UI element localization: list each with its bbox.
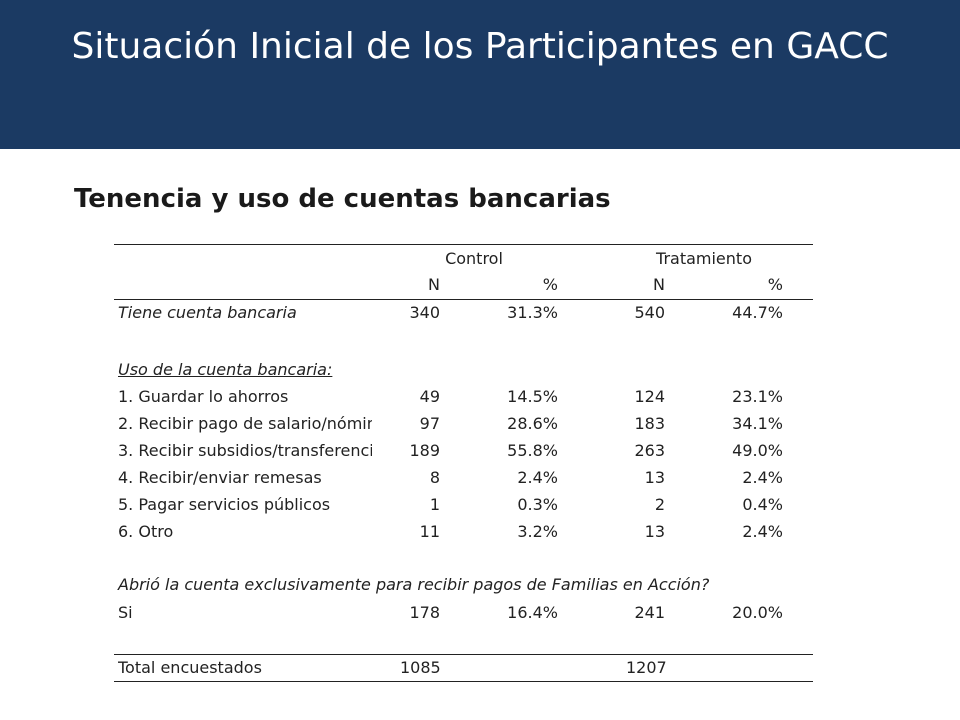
row-label-use-6: 6. Otro <box>118 523 174 541</box>
cell-control-n: 1 <box>429 495 440 514</box>
row-label-use-2: 2. Recibir pago de salario/nómina <box>118 415 372 433</box>
account-usage-table: Control Tratamiento N % N % Tiene cuenta… <box>114 244 813 682</box>
cell-treatment-pct: 20.0% <box>732 603 783 622</box>
cell-control-pct: 2.4% <box>517 468 558 487</box>
cell-treatment-n: 13 <box>644 522 665 541</box>
cell-treatment-n: 241 <box>634 603 665 622</box>
cell-treatment-pct: 0.4% <box>742 495 783 514</box>
cell-control-n: 189 <box>409 441 440 460</box>
cell-control-pct: 28.6% <box>507 414 558 433</box>
cell-treatment-pct: 34.1% <box>732 414 783 433</box>
row-label-use-4: 4. Recibir/enviar remesas <box>118 469 322 487</box>
cell-control-n: 340 <box>409 303 440 322</box>
row-label-use-5: 5. Pagar servicios públicos <box>118 496 331 514</box>
cell-control-pct: 16.4% <box>507 603 558 622</box>
table-total-rule <box>114 654 813 655</box>
column-header-control-n: N <box>428 275 440 294</box>
table-header-rule <box>114 299 813 300</box>
column-group-control: Control <box>445 249 503 268</box>
slide-header: Situación Inicial de los Participantes e… <box>0 0 960 149</box>
cell-treatment-n: 183 <box>634 414 665 433</box>
column-group-treatment: Tratamiento <box>656 249 752 268</box>
cell-control-n: 11 <box>419 522 440 541</box>
section-subtitle: Tenencia y uso de cuentas bancarias <box>74 184 611 214</box>
cell-control-pct: 31.3% <box>507 303 558 322</box>
row-label-use-1: 1. Guardar lo ahorros <box>118 388 289 406</box>
table-top-rule <box>114 244 813 245</box>
row-label-si: Si <box>118 604 133 622</box>
slide-title: Situación Inicial de los Participantes e… <box>71 26 889 67</box>
cell-control-n: 49 <box>419 387 440 406</box>
cell-treatment-pct: 44.7% <box>732 303 783 322</box>
cell-treatment-pct: 2.4% <box>742 468 783 487</box>
cell-treatment-total: 1207 <box>626 658 667 677</box>
cell-control-n: 178 <box>409 603 440 622</box>
cell-control-total: 1085 <box>400 658 441 677</box>
column-header-treatment-pct: % <box>767 275 783 294</box>
cell-control-pct: 0.3% <box>517 495 558 514</box>
cell-treatment-pct: 49.0% <box>732 441 783 460</box>
cell-treatment-n: 13 <box>644 468 665 487</box>
section-label-uso-cuenta: Uso de la cuenta bancaria: <box>118 361 333 379</box>
column-header-control-pct: % <box>542 275 558 294</box>
cell-treatment-n: 2 <box>654 495 665 514</box>
cell-control-pct: 14.5% <box>507 387 558 406</box>
cell-treatment-pct: 2.4% <box>742 522 783 541</box>
cell-control-n: 8 <box>429 468 440 487</box>
row-label-tiene-cuenta: Tiene cuenta bancaria <box>118 304 297 322</box>
cell-control-n: 97 <box>419 414 440 433</box>
row-label-use-3: 3. Recibir subsidios/transferencias <box>118 442 372 460</box>
cell-control-pct: 3.2% <box>517 522 558 541</box>
column-header-treatment-n: N <box>653 275 665 294</box>
row-label-total: Total encuestados <box>118 659 262 677</box>
question-label: Abrió la cuenta exclusivamente para reci… <box>118 575 710 594</box>
cell-treatment-n: 124 <box>634 387 665 406</box>
cell-treatment-pct: 23.1% <box>732 387 783 406</box>
cell-treatment-n: 540 <box>634 303 665 322</box>
cell-control-pct: 55.8% <box>507 441 558 460</box>
table-bottom-rule <box>114 681 813 682</box>
cell-treatment-n: 263 <box>634 441 665 460</box>
